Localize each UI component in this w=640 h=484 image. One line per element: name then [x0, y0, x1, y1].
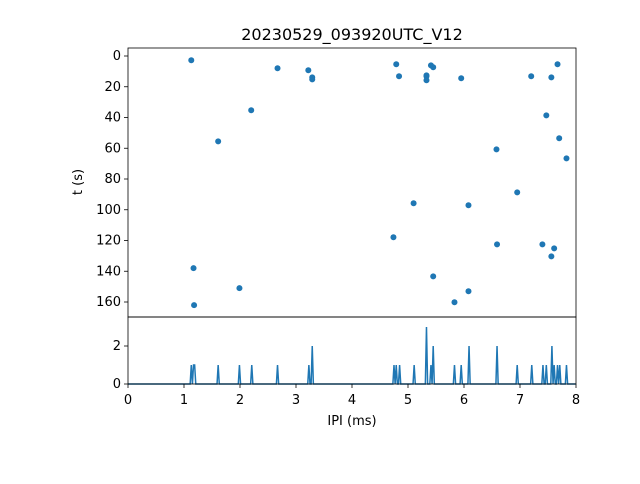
scatter-point: [430, 273, 437, 280]
scatter-point: [528, 73, 535, 80]
scatter-point: [423, 77, 430, 84]
scatter-point: [305, 67, 312, 74]
scatter-point: [458, 75, 465, 82]
scatter-point: [309, 76, 316, 83]
scatter-point: [539, 241, 546, 248]
scatter-point: [393, 61, 400, 68]
scatter-point: [410, 200, 417, 207]
x-tick-label: 3: [292, 393, 300, 408]
x-axis-label: IPI (ms): [327, 414, 376, 429]
scatter-point: [543, 112, 550, 119]
y-tick-label: 80: [104, 172, 121, 187]
x-tick-label: 1: [180, 393, 188, 408]
y-tick-label: 60: [104, 141, 121, 156]
y-tick-label: 40: [104, 111, 121, 126]
scatter-point: [493, 146, 500, 153]
histogram-frame: [127, 316, 577, 385]
scatter-point: [563, 155, 570, 162]
scatter-point: [465, 288, 472, 295]
scatter-point: [248, 107, 255, 114]
y-tick-label: 120: [96, 234, 121, 249]
y-tick-label: 0: [113, 49, 121, 64]
y-tick-label: 0: [113, 377, 121, 392]
y-tick-label: 100: [96, 203, 121, 218]
x-tick-label: 5: [404, 393, 412, 408]
y-tick-label: 140: [96, 264, 121, 279]
scatter-point: [190, 265, 197, 272]
scatter-point: [236, 285, 243, 292]
y-tick-label: 160: [96, 295, 121, 310]
x-tick-label: 2: [236, 393, 244, 408]
scatter-point: [548, 253, 555, 260]
scatter-point: [514, 189, 521, 196]
scatter-point: [188, 57, 195, 64]
x-tick-label: 0: [124, 393, 132, 408]
scatter-point: [390, 234, 397, 241]
scatter-point: [451, 299, 458, 306]
scatter-point: [430, 64, 437, 71]
scatter-point: [191, 302, 198, 309]
scatter-point: [396, 73, 403, 80]
x-tick-label: 6: [460, 393, 468, 408]
y-tick-label: 2: [113, 339, 121, 354]
y-axis-label: t (s): [71, 169, 86, 195]
scatter-point: [554, 61, 561, 68]
scatter-point: [556, 135, 563, 142]
scatter-point: [494, 241, 501, 248]
scatter-point: [274, 65, 281, 72]
scatter-point: [551, 245, 558, 252]
x-tick-label: 4: [348, 393, 356, 408]
x-tick-label: 7: [516, 393, 524, 408]
y-tick-label: 20: [104, 80, 121, 95]
scatter-point: [548, 74, 555, 81]
x-tick-label: 8: [572, 393, 580, 408]
scatter-point: [465, 202, 472, 209]
scatter-point: [215, 138, 222, 145]
chart-title: 20230529_093920UTC_V12: [241, 25, 463, 45]
histogram-axes: 0 2 0 1 2 3 4 5 6 7 8: [113, 316, 580, 408]
scatter-axes: 0 20 40 60 80 100 120 140 160: [96, 47, 577, 318]
